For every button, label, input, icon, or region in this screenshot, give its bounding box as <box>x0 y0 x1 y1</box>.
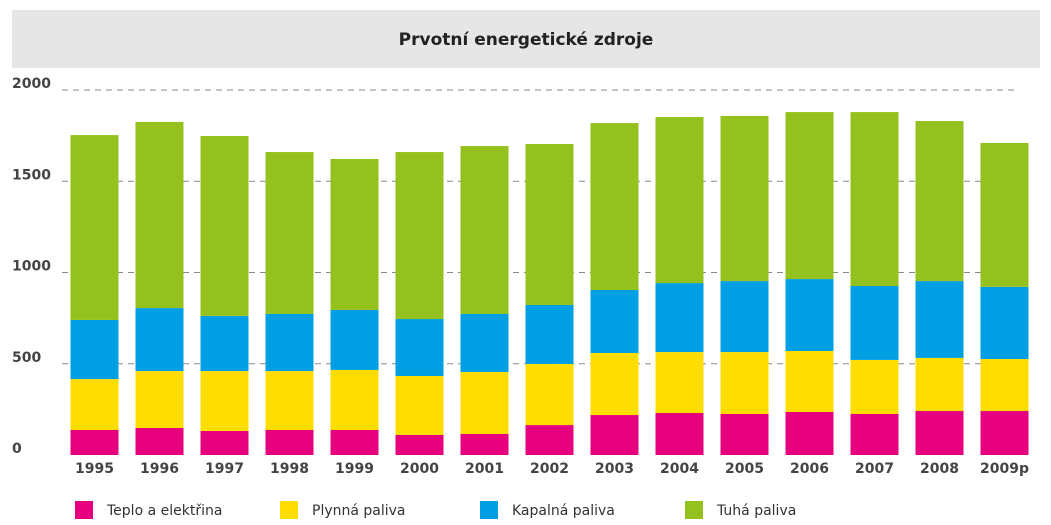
legend-swatch <box>480 501 498 519</box>
bar-segment <box>460 434 509 455</box>
bar-segment <box>980 142 1029 287</box>
bar-segment <box>135 121 184 309</box>
x-tick-label: 2000 <box>400 461 439 477</box>
bar-segment <box>200 371 249 431</box>
bar-segment <box>850 286 899 360</box>
bar-segment <box>525 425 574 455</box>
bar-segment <box>330 429 379 455</box>
bar-segment <box>70 319 119 380</box>
bar-segment <box>980 411 1029 455</box>
bar-segment <box>720 413 769 455</box>
x-tick-label: 1996 <box>140 461 179 477</box>
bar-segment <box>590 352 639 416</box>
legend-label: Tuhá paliva <box>716 503 796 519</box>
bar-segment <box>915 281 964 358</box>
bar-segment <box>525 363 574 426</box>
bar-segment <box>915 121 964 282</box>
bar-segment <box>265 371 314 430</box>
x-tick-label: 2006 <box>790 461 829 477</box>
bar-segment <box>395 152 444 320</box>
bar-segment <box>850 359 899 414</box>
bar-segment <box>525 304 574 364</box>
bar-segment <box>135 308 184 372</box>
bar-segment <box>135 427 184 455</box>
bar-segment <box>720 352 769 414</box>
bar-segment <box>200 430 249 455</box>
x-tick-label: 2003 <box>595 461 634 477</box>
legend-swatch <box>685 501 703 519</box>
chart-title: Prvotní energetické zdroje <box>399 30 654 50</box>
x-tick-label: 2005 <box>725 461 764 477</box>
bar-segment <box>785 350 834 412</box>
bar-segment <box>460 313 509 372</box>
bar-segment <box>655 283 704 353</box>
bar-segment <box>980 359 1029 412</box>
bar-segment <box>980 286 1029 360</box>
bar-segment <box>330 369 379 430</box>
bar-segment <box>785 112 834 280</box>
bar-segment <box>265 152 314 314</box>
x-tick-label: 2009p <box>980 461 1029 477</box>
bar-segment <box>590 123 639 291</box>
bar-segment <box>265 429 314 455</box>
bar-segment <box>460 371 509 435</box>
y-tick-label: 1000 <box>12 259 51 275</box>
bar-segment <box>525 144 574 305</box>
bar-segment <box>70 379 119 430</box>
bar-segment <box>395 375 444 435</box>
bar-segment <box>395 434 444 455</box>
bar-segment <box>590 415 639 455</box>
bar-segment <box>720 281 769 353</box>
x-tick-label: 1998 <box>270 461 309 477</box>
x-tick-label: 2004 <box>660 461 699 477</box>
bar-segment <box>655 117 704 284</box>
bar-segment <box>850 112 899 287</box>
bar-segment <box>915 357 964 412</box>
bar-segment <box>70 429 119 455</box>
bar-segment <box>330 309 379 370</box>
x-tick-label: 2002 <box>530 461 569 477</box>
x-tick-label: 2001 <box>465 461 504 477</box>
bar-segment <box>395 319 444 376</box>
bar-segment <box>460 146 509 314</box>
bar-segment <box>200 135 249 316</box>
bar-segment <box>785 411 834 455</box>
legend-label: Kapalná paliva <box>512 503 615 519</box>
bar-segment <box>720 115 769 282</box>
bar-segment <box>655 352 704 414</box>
y-tick-label: 0 <box>12 441 22 457</box>
x-tick-label: 2008 <box>920 461 959 477</box>
legend-label: Teplo a elektřina <box>106 503 222 519</box>
bar-segment <box>330 158 379 310</box>
bar-segment <box>200 315 249 372</box>
bar-segment <box>655 413 704 455</box>
y-tick-label: 1500 <box>12 167 51 183</box>
x-tick-label: 1997 <box>205 461 244 477</box>
bar-segment <box>70 135 119 320</box>
title-band <box>12 10 1040 68</box>
y-tick-label: 500 <box>12 350 41 366</box>
legend-swatch <box>75 501 93 519</box>
x-tick-label: 1999 <box>335 461 374 477</box>
bar-segment <box>785 279 834 351</box>
bar-segment <box>265 313 314 372</box>
bar-segment <box>850 413 899 455</box>
bar-segment <box>590 290 639 353</box>
y-tick-label: 2000 <box>12 76 51 92</box>
x-tick-label: 2007 <box>855 461 894 477</box>
legend-swatch <box>280 501 298 519</box>
legend-label: Plynná paliva <box>312 503 406 519</box>
x-tick-label: 1995 <box>75 461 114 477</box>
bar-segment <box>135 371 184 428</box>
bar-segment <box>915 411 964 455</box>
